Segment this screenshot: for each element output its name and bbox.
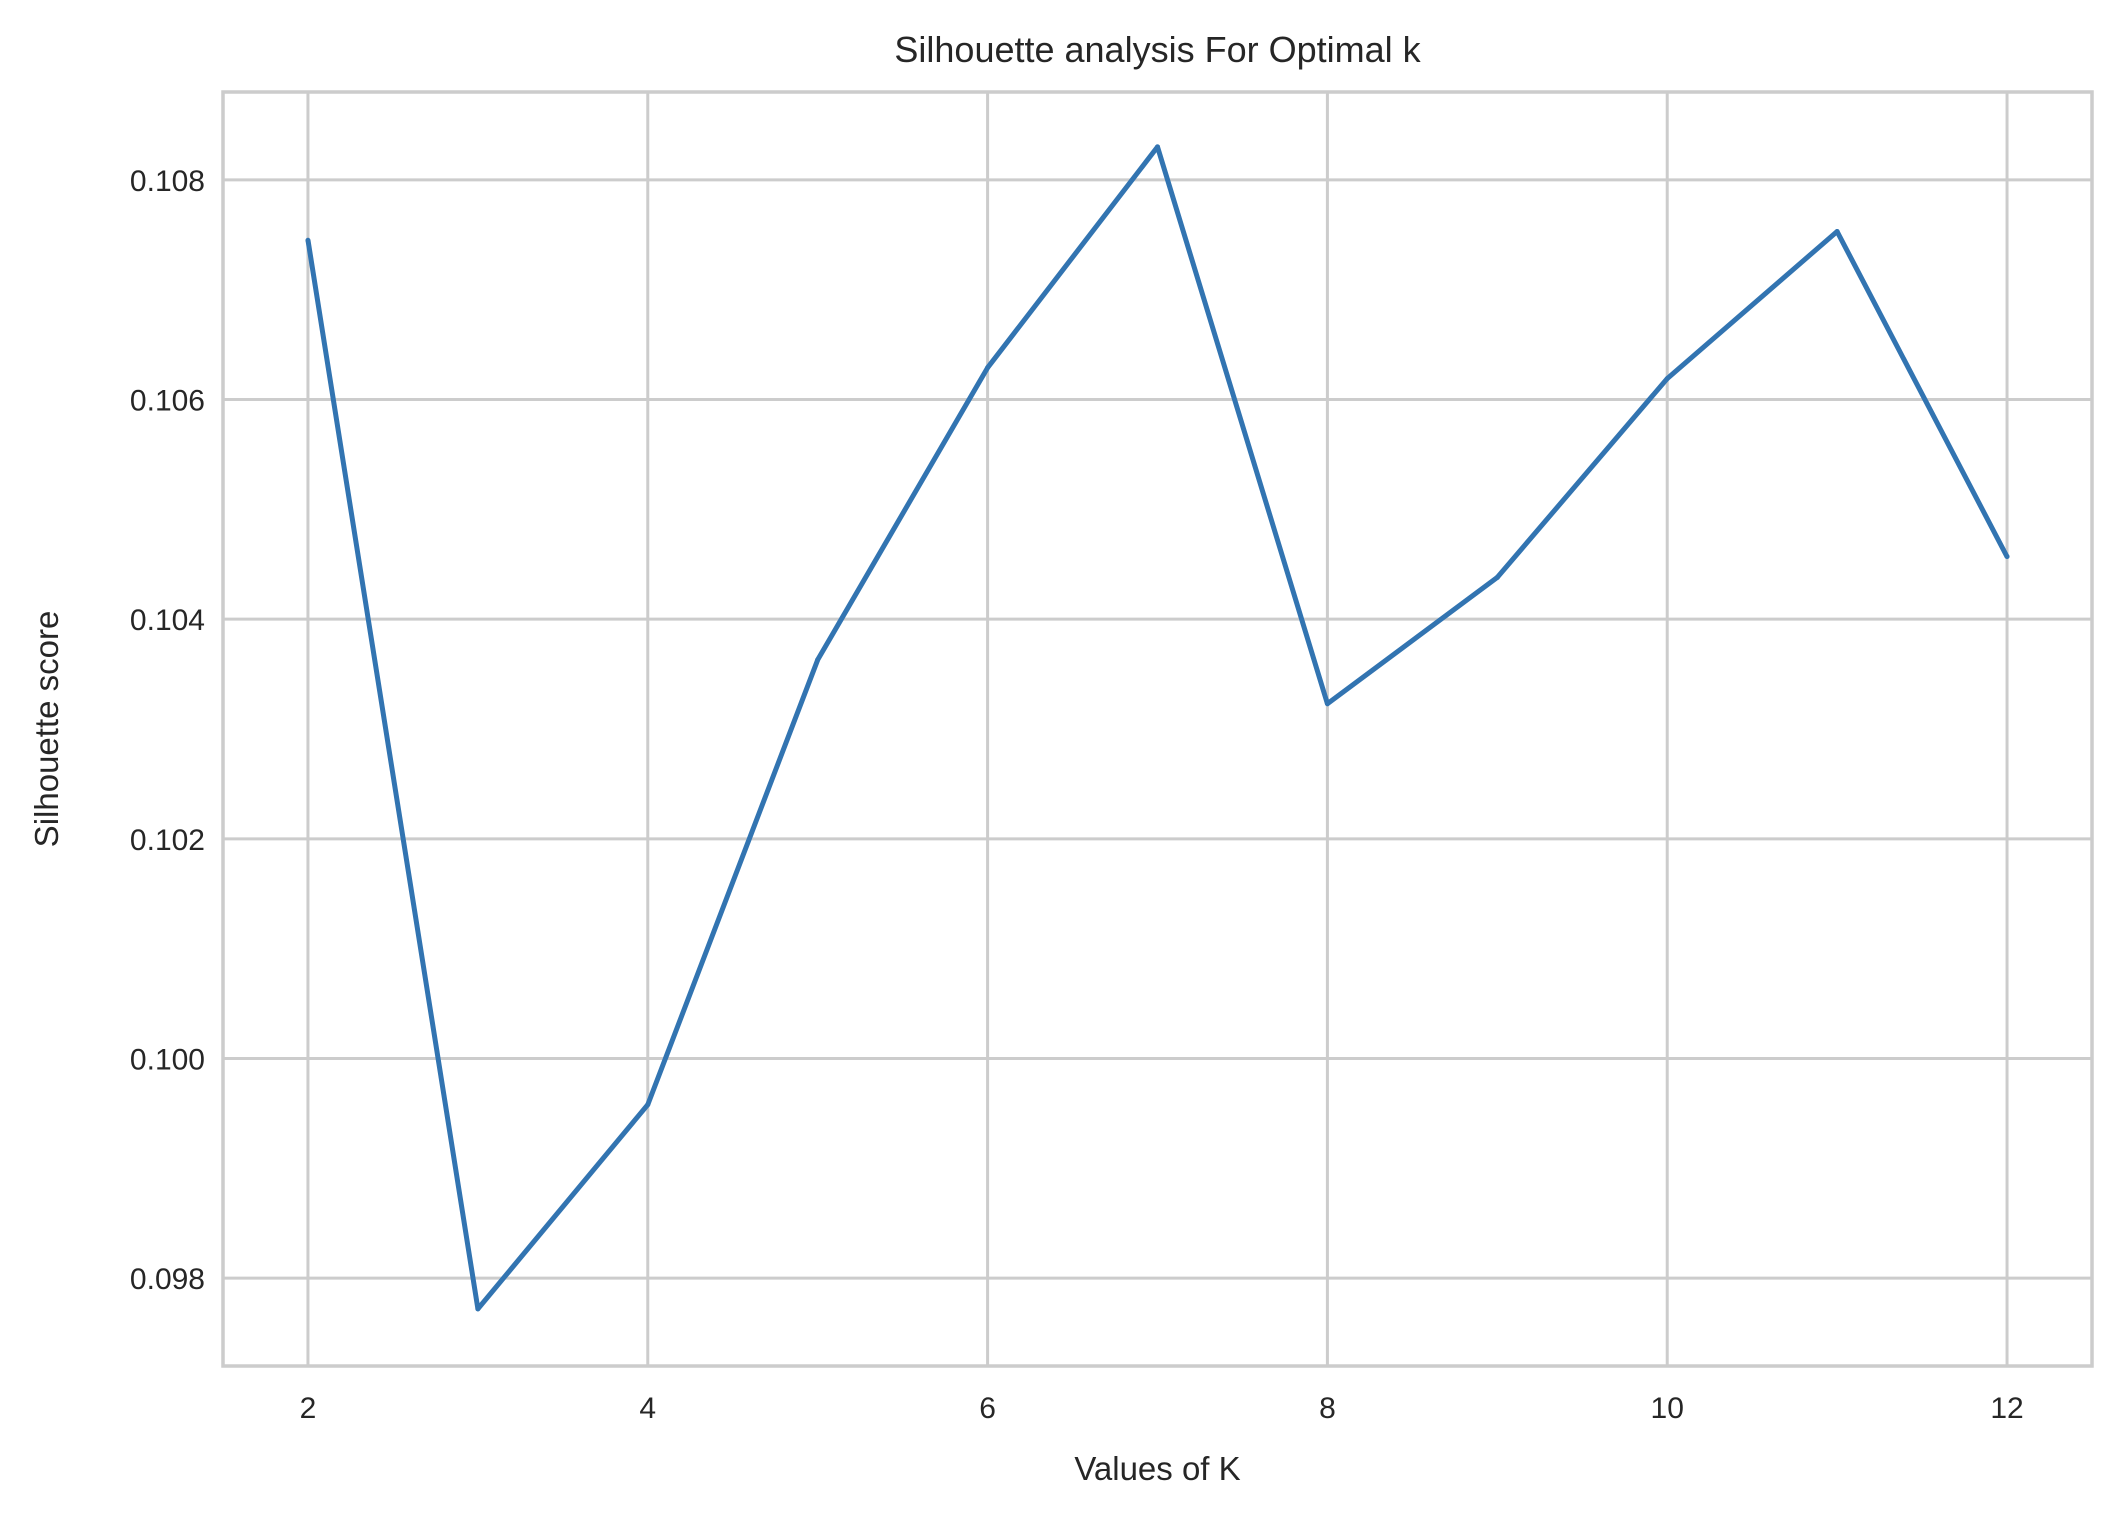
x-tick-label: 12 [1990, 1392, 2023, 1425]
data-point [475, 1306, 481, 1312]
x-axis-title: Values of K [1074, 1450, 1240, 1487]
y-tick-label: 0.104 [130, 604, 205, 637]
y-tick-label: 0.106 [130, 385, 205, 418]
x-tick-label: 6 [979, 1392, 996, 1425]
data-point [1494, 574, 1500, 580]
data-point [1155, 144, 1160, 150]
chart-title: Silhouette analysis For Optimal k [894, 29, 1421, 70]
y-axis-title: Silhouette score [28, 611, 65, 848]
x-tick-label: 4 [639, 1392, 656, 1425]
data-point [2004, 554, 2010, 560]
series-line [305, 144, 2010, 1312]
y-tick-label: 0.100 [130, 1043, 205, 1076]
grid [223, 92, 2092, 1366]
data-point [1834, 228, 1840, 234]
data-point [815, 657, 821, 663]
data-point [985, 365, 991, 371]
x-axis-ticks: 2 4 6 8 10 12 [300, 1392, 2024, 1425]
plot-frame [221, 90, 2094, 1368]
y-tick-label: 0.108 [130, 165, 205, 198]
data-point [1324, 701, 1330, 707]
x-tick-label: 8 [1319, 1392, 1336, 1425]
data-point [1664, 376, 1670, 382]
data-point [305, 237, 311, 243]
x-tick-label: 10 [1651, 1392, 1684, 1425]
x-tick-label: 2 [300, 1392, 317, 1425]
y-tick-label: 0.098 [130, 1263, 205, 1296]
series [305, 144, 2010, 1312]
y-tick-label: 0.102 [130, 824, 205, 857]
data-point [645, 1102, 651, 1108]
y-axis-ticks: 0.098 0.100 0.102 0.104 0.106 0.108 [130, 165, 205, 1296]
